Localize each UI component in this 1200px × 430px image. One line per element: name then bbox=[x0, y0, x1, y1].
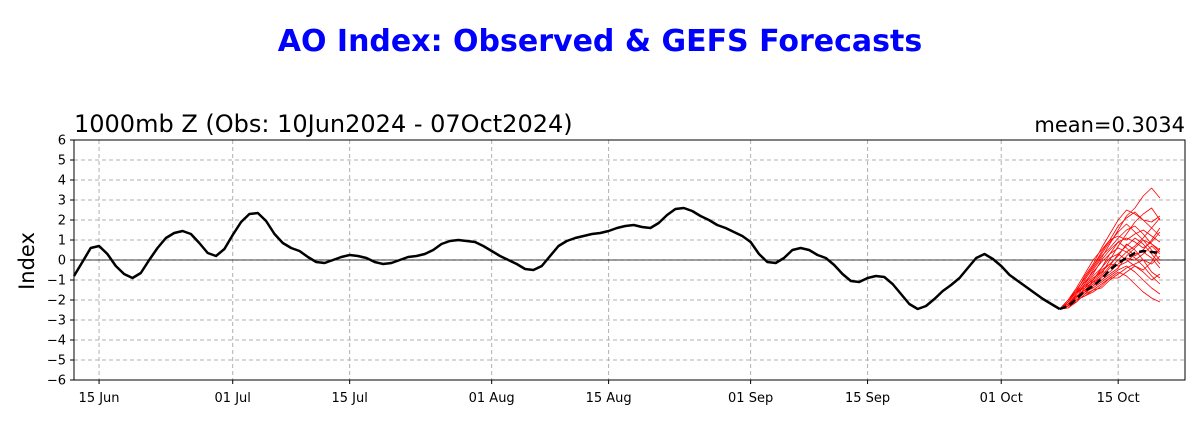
y-tick-label: 6 bbox=[58, 134, 66, 149]
y-tick-label: −6 bbox=[47, 374, 66, 389]
plot-frame bbox=[73, 139, 1186, 381]
ensemble-member-line bbox=[1059, 211, 1161, 310]
observed-line bbox=[72, 206, 1061, 311]
y-tick-label: −1 bbox=[47, 274, 66, 289]
ensemble-member-line bbox=[1059, 225, 1161, 310]
x-tick-label: 01 Sep bbox=[728, 391, 773, 406]
x-tick-label: 01 Jul bbox=[215, 391, 251, 406]
y-tick-label: −2 bbox=[47, 294, 66, 309]
y-tick-label: −3 bbox=[47, 314, 66, 329]
mean-label: mean=0.3034 bbox=[1034, 113, 1185, 137]
ensemble-members bbox=[1059, 187, 1161, 310]
chart-title: AO Index: Observed & GEFS Forecasts bbox=[278, 24, 922, 59]
ensemble-mean-line bbox=[1059, 249, 1161, 311]
x-tick-label: 15 Jun bbox=[79, 391, 120, 406]
x-tick-label: 15 Sep bbox=[845, 391, 890, 406]
x-tick-label: 01 Oct bbox=[980, 391, 1023, 406]
y-tick-label: 1 bbox=[58, 234, 66, 249]
observed-series bbox=[72, 206, 1061, 311]
x-tick-label: 15 Jul bbox=[331, 391, 367, 406]
ensemble-mean-series bbox=[1059, 249, 1161, 311]
axes: −6 −5 −4 −3 −2 −1 0 1 2 3 4 5 6 15 Jun 01 Jul 15 Jul 01 … bbox=[47, 134, 1140, 407]
y-tick-label: 5 bbox=[58, 154, 66, 169]
y-tick-label: 3 bbox=[58, 194, 66, 209]
x-tick-label: 15 Oct bbox=[1097, 391, 1140, 406]
ensemble-member-line bbox=[1059, 265, 1161, 310]
ensemble-member-line bbox=[1059, 237, 1161, 310]
ensemble-member-line bbox=[1059, 243, 1161, 310]
y-tick-label: −5 bbox=[47, 354, 66, 369]
chart-subtitle: 1000mb Z (Obs: 10Jun2024 - 07Oct2024) bbox=[74, 110, 573, 138]
ensemble-member-line bbox=[1059, 245, 1161, 310]
x-tick-label: 01 Aug bbox=[469, 391, 515, 406]
x-tick-label: 15 Aug bbox=[586, 391, 632, 406]
y-tick-label: −4 bbox=[47, 334, 66, 349]
y-tick-label: 4 bbox=[58, 174, 66, 189]
y-axis-label: Index bbox=[15, 232, 39, 290]
y-tick-label: 0 bbox=[58, 254, 66, 269]
y-tick-label: 2 bbox=[58, 214, 66, 229]
